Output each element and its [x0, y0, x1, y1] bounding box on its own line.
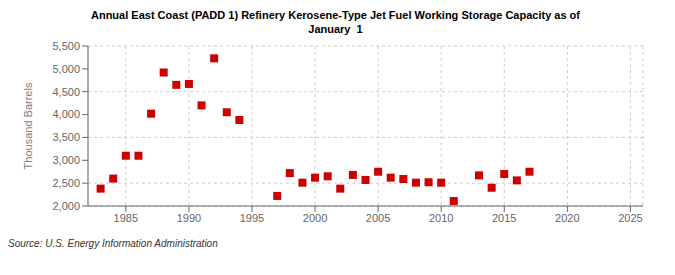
svg-text:3,500: 3,500: [52, 131, 80, 143]
svg-text:2,500: 2,500: [52, 177, 80, 189]
html-text:January 1: January 1: [308, 23, 363, 35]
svg-text:1995: 1995: [240, 212, 264, 224]
svg-text:2010: 2010: [429, 212, 453, 224]
svg-text:1985: 1985: [114, 212, 138, 224]
html-text:Annual East Coast (PADD 1) Ref: Annual East Coast (PADD 1) Refinery Kero…: [91, 9, 580, 21]
svg-text:4,000: 4,000: [52, 108, 80, 120]
svg-text:2000: 2000: [303, 212, 327, 224]
svg-text:2025: 2025: [618, 212, 642, 224]
svg-text:4,500: 4,500: [52, 86, 80, 98]
svg-text:5,000: 5,000: [52, 63, 80, 75]
svg-text:3,000: 3,000: [52, 154, 80, 166]
svg-text:2,000: 2,000: [52, 200, 80, 212]
svg-text:2005: 2005: [366, 212, 390, 224]
svg-text:2015: 2015: [492, 212, 516, 224]
svg-text:2020: 2020: [555, 212, 579, 224]
svg-text:1990: 1990: [177, 212, 201, 224]
svg-text:Thousand Barrels: Thousand Barrels: [22, 82, 34, 169]
html-text:Source: U.S. Energy Informatio: Source: U.S. Energy Information Administ…: [8, 238, 218, 249]
svg-text:5,500: 5,500: [52, 40, 80, 52]
